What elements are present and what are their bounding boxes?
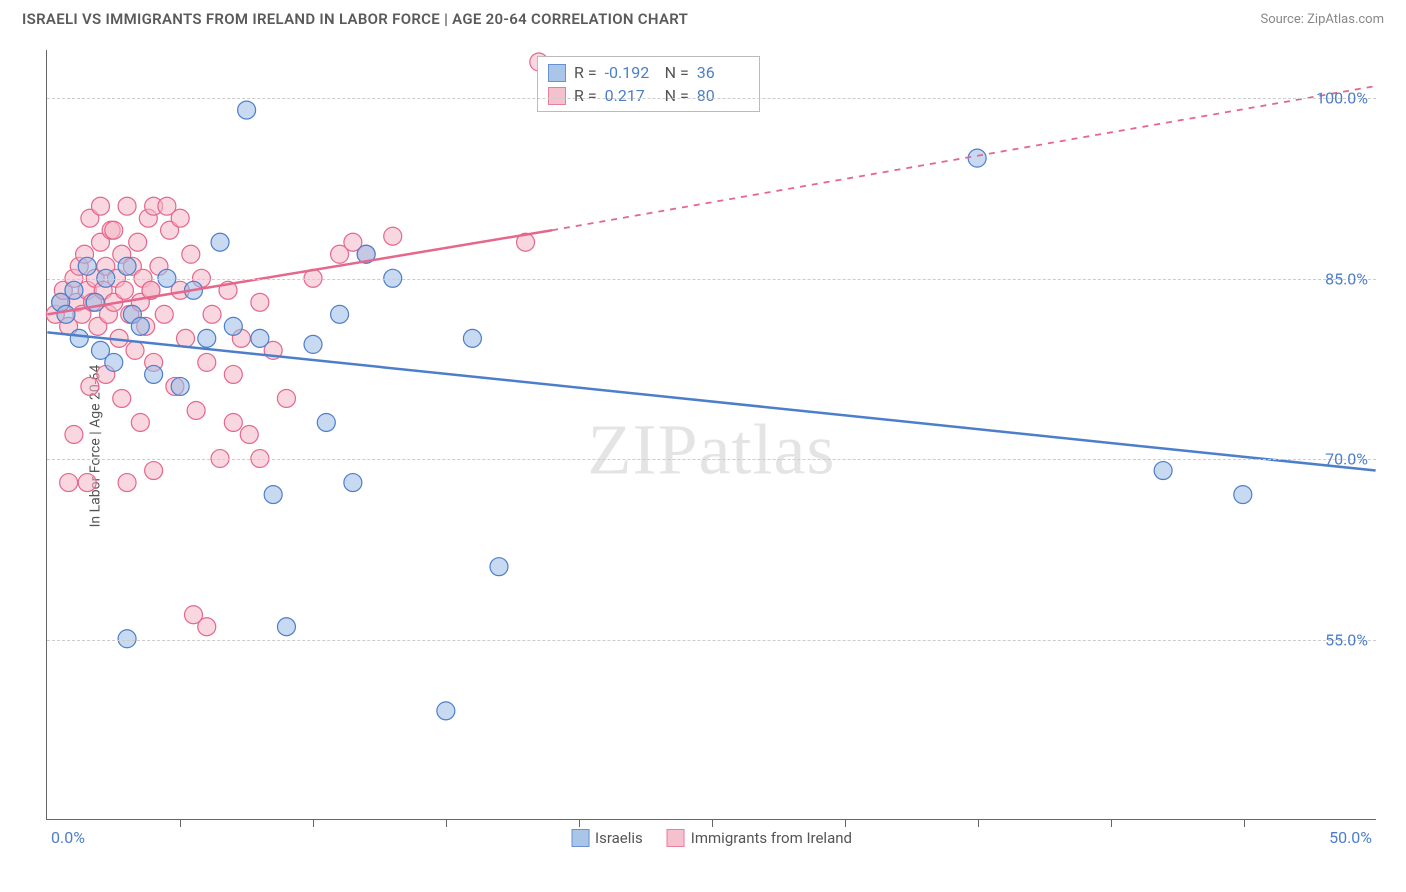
x-tick [180,819,181,827]
swatch-ireland [548,87,566,105]
x-tick [579,819,580,827]
data-point-ireland [60,474,78,492]
n-label: N = [665,63,689,82]
data-point-ireland [187,401,205,419]
data-point-ireland [198,353,216,371]
data-point-israelis [78,257,96,275]
data-point-ireland [155,305,173,323]
data-point-israelis [211,233,229,251]
x-tick [313,819,314,827]
data-point-ireland [113,389,131,407]
correlation-stats-box: R = -0.192 N = 36 R = 0.217 N = 80 [537,56,760,112]
r-value-israelis: -0.192 [605,63,657,82]
data-point-ireland [65,426,83,444]
stats-row-israelis: R = -0.192 N = 36 [548,61,749,84]
data-point-israelis [131,317,149,335]
legend-bottom: Israelis Immigrants from Ireland [571,829,852,847]
r-label: R = [574,63,597,82]
gridline [47,459,1376,460]
n-label: N = [665,86,689,105]
data-point-ireland [126,341,144,359]
y-tick-label: 100.0% [1316,89,1368,108]
data-point-israelis [171,377,189,395]
data-point-ireland [198,618,216,636]
scatter-plot-svg [47,50,1376,819]
data-point-ireland [384,227,402,245]
x-axis-origin-label: 0.0% [51,828,85,847]
data-point-israelis [463,329,481,347]
data-point-ireland [78,474,96,492]
data-point-israelis [1234,486,1252,504]
data-point-israelis [57,305,75,323]
trendline-israelis [47,332,1375,470]
data-point-ireland [131,413,149,431]
swatch-israelis-legend [571,829,589,847]
gridline [47,640,1376,641]
r-value-ireland: 0.217 [605,86,657,105]
data-point-ireland [203,305,221,323]
y-tick-label: 85.0% [1325,269,1368,288]
data-point-ireland [224,413,242,431]
n-value-ireland: 80 [697,86,749,105]
data-point-israelis [304,335,322,353]
data-point-israelis [105,353,123,371]
chart-title: ISRAELI VS IMMIGRANTS FROM IRELAND IN LA… [22,10,688,28]
swatch-israelis [548,64,566,82]
x-tick [446,819,447,827]
data-point-israelis [224,317,242,335]
legend-label-ireland: Immigrants from Ireland [691,829,852,847]
data-point-israelis [277,618,295,636]
x-tick [712,819,713,827]
data-point-israelis [238,101,256,119]
data-point-israelis [251,329,269,347]
swatch-ireland-legend [667,829,685,847]
data-point-ireland [224,365,242,383]
data-point-israelis [70,329,88,347]
legend-item-ireland: Immigrants from Ireland [667,829,852,847]
n-value-israelis: 36 [697,63,749,82]
data-point-ireland [171,209,189,227]
x-tick [1111,819,1112,827]
x-axis-end-label: 50.0% [1329,828,1372,847]
stats-row-ireland: R = 0.217 N = 80 [548,84,749,107]
y-tick-label: 55.0% [1325,630,1368,649]
x-tick [845,819,846,827]
y-tick-label: 70.0% [1325,450,1368,469]
data-point-ireland [92,197,110,215]
source-attribution: Source: ZipAtlas.com [1260,12,1384,27]
x-tick [978,819,979,827]
gridline [47,98,1376,99]
data-point-israelis [344,474,362,492]
data-point-israelis [198,329,216,347]
data-point-israelis [1154,462,1172,480]
data-point-israelis [331,305,349,323]
chart-plot-area: ZIPatlas R = -0.192 N = 36 R = 0.217 N =… [46,50,1376,820]
data-point-israelis [968,149,986,167]
data-point-ireland [129,233,147,251]
legend-label-israelis: Israelis [595,829,643,847]
data-point-ireland [118,197,136,215]
data-point-israelis [490,558,508,576]
x-tick [1244,819,1245,827]
data-point-ireland [105,221,123,239]
data-point-ireland [118,474,136,492]
data-point-ireland [251,293,269,311]
data-point-israelis [65,281,83,299]
data-point-ireland [115,281,133,299]
data-point-ireland [277,389,295,407]
data-point-israelis [264,486,282,504]
data-point-israelis [145,365,163,383]
data-point-israelis [317,413,335,431]
data-point-ireland [145,462,163,480]
data-point-ireland [177,329,195,347]
r-label: R = [574,86,597,105]
data-point-ireland [182,245,200,263]
data-point-israelis [437,702,455,720]
legend-item-israelis: Israelis [571,829,643,847]
gridline [47,279,1376,280]
data-point-ireland [81,377,99,395]
data-point-ireland [240,426,258,444]
data-point-israelis [118,257,136,275]
